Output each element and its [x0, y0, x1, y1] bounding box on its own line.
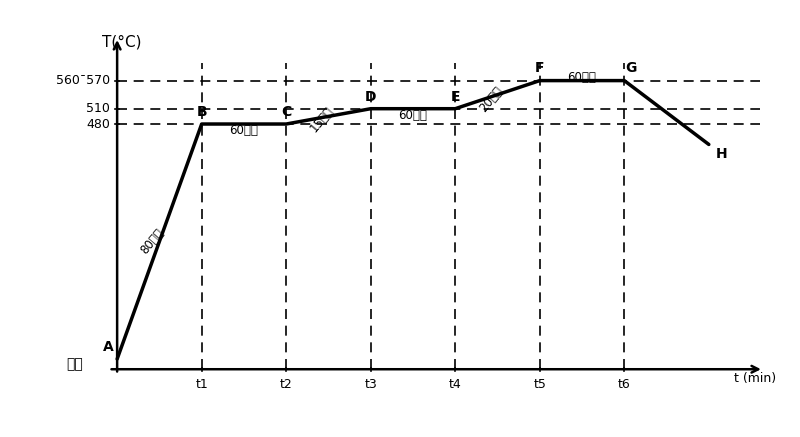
- Text: 60分钟: 60分钟: [568, 70, 597, 83]
- Text: 560¯570: 560¯570: [56, 74, 110, 87]
- Text: 60分钟: 60分钟: [398, 109, 427, 122]
- Text: T(°C): T(°C): [102, 35, 142, 50]
- Text: t3: t3: [364, 378, 377, 392]
- Text: 室温: 室温: [66, 357, 83, 371]
- Text: 20分钟: 20分钟: [477, 84, 505, 115]
- Text: t5: t5: [534, 378, 546, 392]
- Text: H: H: [716, 147, 727, 161]
- Text: 480: 480: [86, 118, 110, 131]
- Text: G: G: [626, 62, 637, 76]
- Text: A: A: [103, 340, 114, 354]
- Text: C: C: [281, 105, 291, 119]
- Text: t6: t6: [618, 378, 630, 392]
- Text: B: B: [196, 105, 207, 119]
- Text: D: D: [365, 90, 377, 104]
- Text: t4: t4: [449, 378, 462, 392]
- Text: t1: t1: [195, 378, 208, 392]
- Text: 15分钟: 15分钟: [307, 104, 336, 135]
- Text: 80分钟: 80分钟: [138, 226, 167, 257]
- Text: t2: t2: [280, 378, 293, 392]
- Text: 510: 510: [86, 102, 110, 115]
- Text: t (min): t (min): [734, 372, 776, 385]
- Text: E: E: [450, 90, 460, 104]
- Text: F: F: [535, 62, 545, 76]
- Text: 60分钟: 60分钟: [230, 124, 258, 137]
